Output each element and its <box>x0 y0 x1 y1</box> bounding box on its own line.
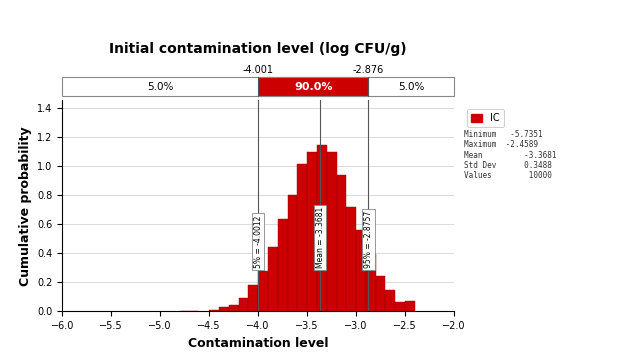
Text: 5.0%: 5.0% <box>398 82 424 92</box>
Bar <box>405 301 415 311</box>
Text: Initial contamination level (log CFU/g): Initial contamination level (log CFU/g) <box>109 42 407 56</box>
Bar <box>229 305 238 311</box>
Bar <box>366 254 376 311</box>
Bar <box>337 175 346 311</box>
Y-axis label: Cumulative probability: Cumulative probability <box>19 126 32 286</box>
Text: 90.0%: 90.0% <box>294 82 332 92</box>
Bar <box>258 271 268 311</box>
Bar <box>396 303 405 311</box>
Bar <box>356 230 366 311</box>
Bar <box>307 151 317 311</box>
Bar <box>258 77 368 96</box>
Bar <box>287 195 297 311</box>
Text: -4.001: -4.001 <box>243 65 274 75</box>
Bar <box>346 207 356 311</box>
Bar <box>62 77 454 96</box>
Text: Minimum   -5.7351
Maximum  -2.4589
Mean         -3.3681
Std Dev      0.3488
Valu: Minimum -5.7351 Maximum -2.4589 Mean -3.… <box>464 130 556 180</box>
Bar <box>297 164 307 311</box>
Text: 5% = -4.0012: 5% = -4.0012 <box>254 216 262 268</box>
Bar <box>386 290 396 311</box>
Bar <box>317 145 327 311</box>
Bar <box>327 152 337 311</box>
Text: 5.0%: 5.0% <box>147 82 174 92</box>
Text: Mean = -3.3681: Mean = -3.3681 <box>315 207 325 268</box>
Bar <box>238 298 248 311</box>
Bar <box>277 219 287 311</box>
Text: -2.876: -2.876 <box>353 65 384 75</box>
Text: 95% = -2.8757: 95% = -2.8757 <box>364 211 373 268</box>
Bar <box>376 276 386 311</box>
Bar <box>219 307 229 311</box>
Bar <box>248 285 258 311</box>
Bar <box>209 310 219 311</box>
Legend: IC: IC <box>466 109 504 127</box>
X-axis label: Contamination level: Contamination level <box>188 337 328 350</box>
Bar <box>268 247 277 311</box>
